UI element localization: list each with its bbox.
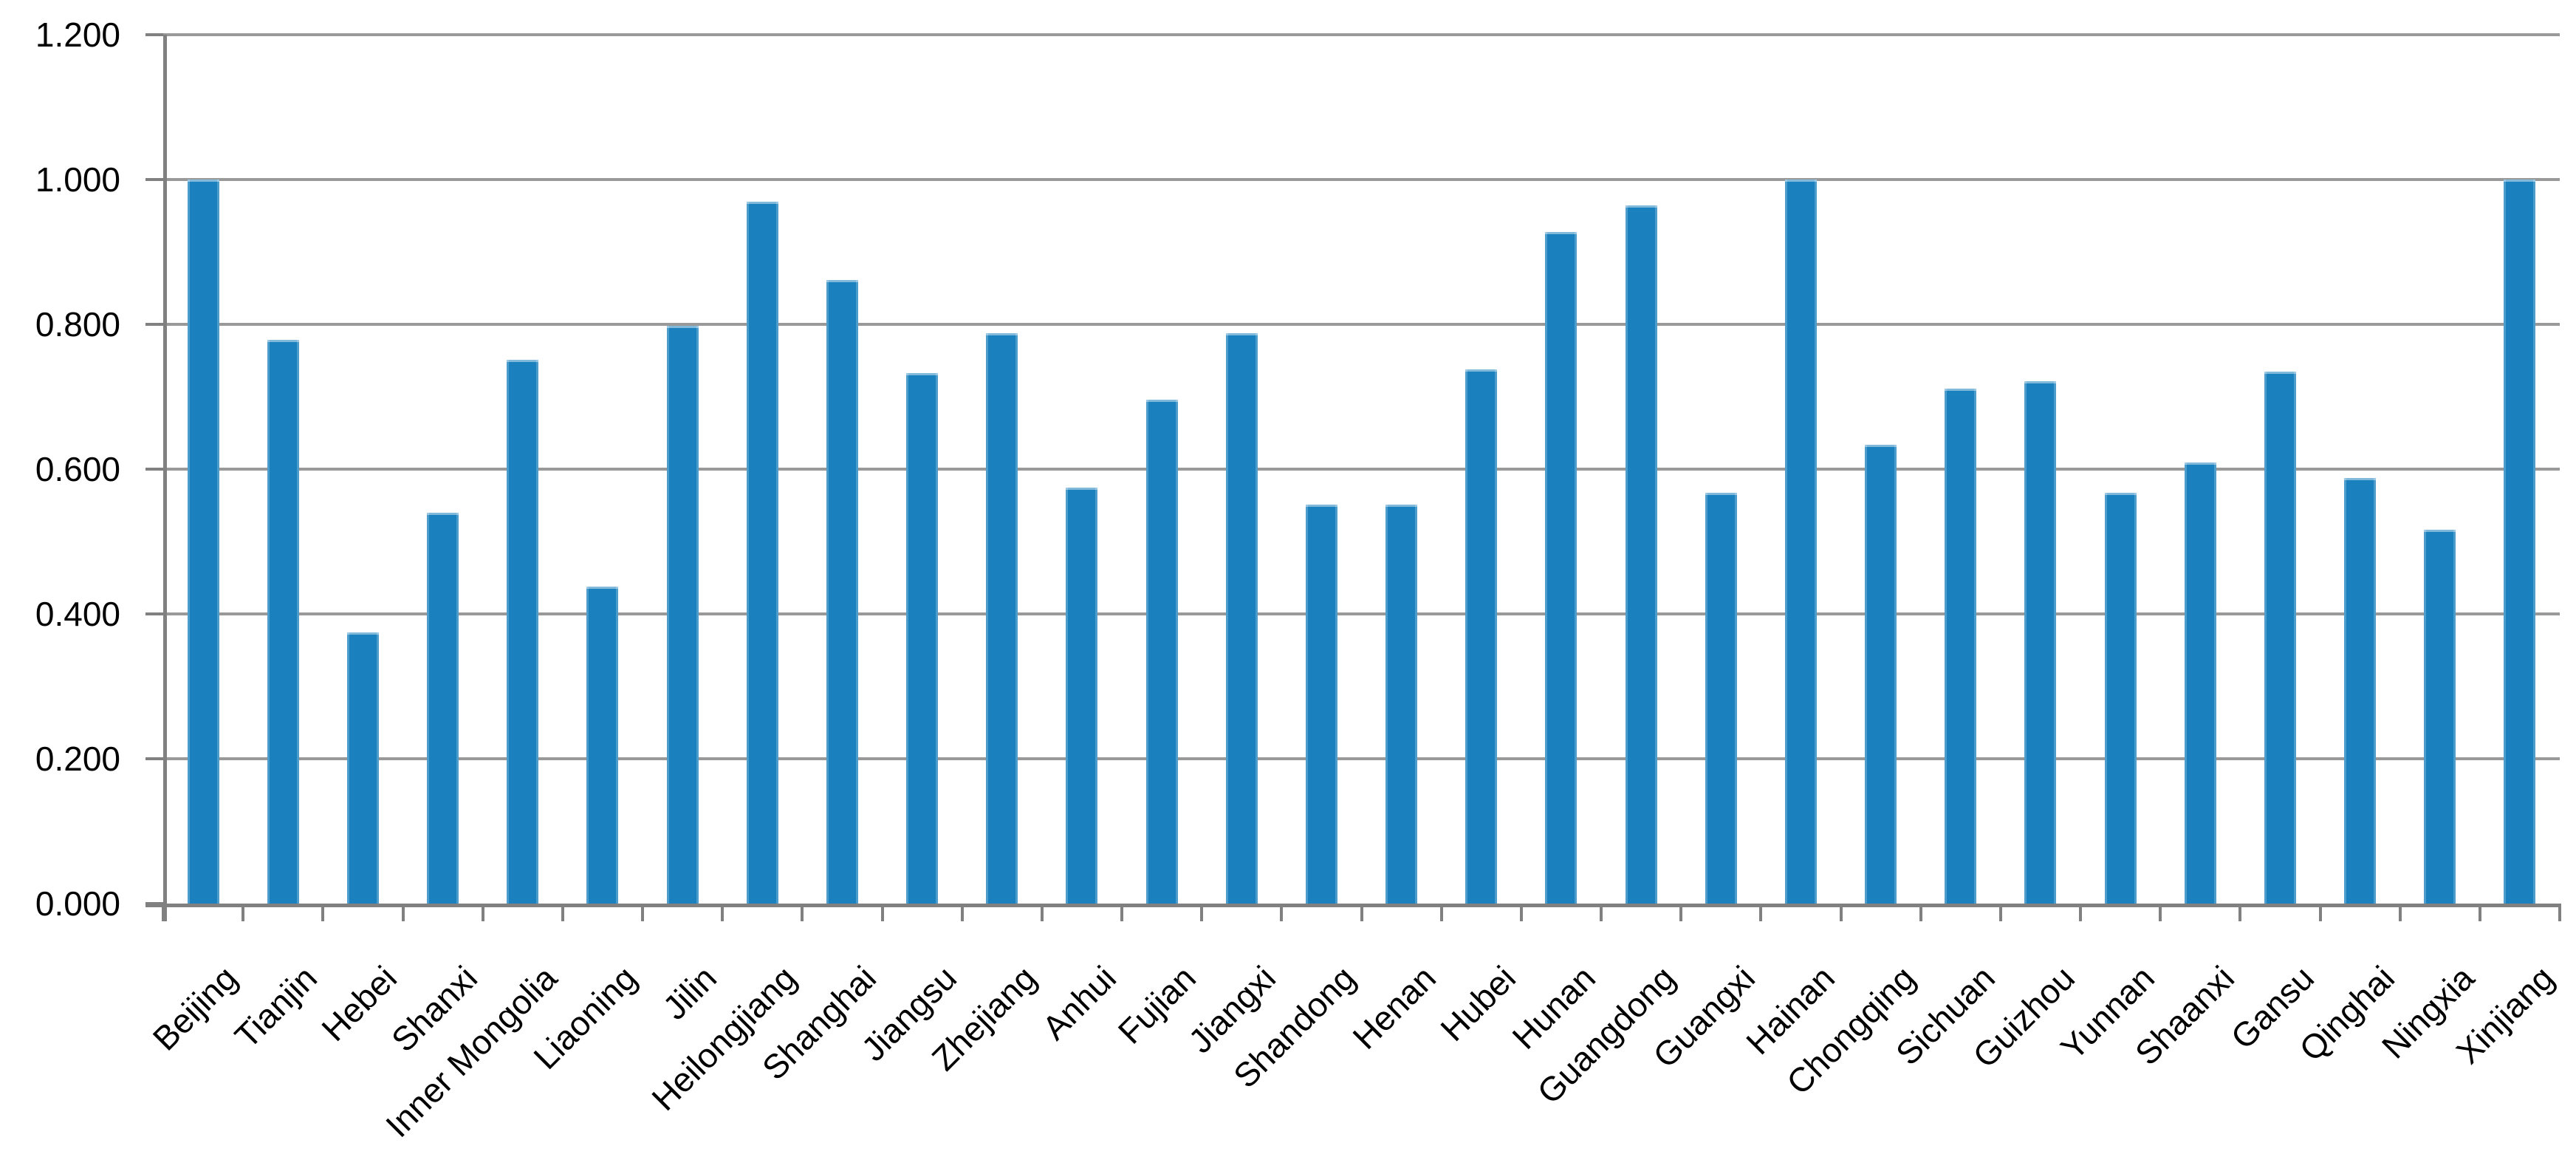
x-axis-tick <box>2079 904 2082 921</box>
bar <box>1066 488 1098 904</box>
bar <box>586 586 619 904</box>
x-axis-tick <box>2398 904 2402 921</box>
x-axis-tick <box>1360 904 1363 921</box>
gridline <box>163 178 2560 181</box>
y-tick-label: 0.000 <box>35 884 120 923</box>
bar <box>1145 399 1178 904</box>
bar <box>1784 180 1817 904</box>
bar <box>1385 505 1418 904</box>
bar <box>1225 332 1258 904</box>
bar <box>2264 371 2296 904</box>
x-axis-tick <box>321 904 325 921</box>
bar <box>346 632 379 904</box>
bar <box>2024 381 2057 904</box>
bar <box>1625 205 1657 904</box>
bar <box>187 180 219 904</box>
bar <box>2184 462 2216 904</box>
x-axis-tick <box>801 904 804 921</box>
x-axis-tick <box>1998 904 2002 921</box>
y-tick-label: 0.600 <box>35 450 120 488</box>
gridline <box>163 323 2560 326</box>
x-axis-tick <box>880 904 884 921</box>
x-axis-tick <box>242 904 245 921</box>
gridline <box>163 612 2560 615</box>
bar <box>906 372 939 904</box>
x-axis-tick <box>162 904 165 921</box>
gridline <box>163 468 2560 471</box>
gridline <box>163 33 2560 36</box>
bar <box>2344 477 2377 904</box>
bar <box>986 332 1018 904</box>
bar <box>746 202 778 904</box>
x-axis-tick <box>1280 904 1284 921</box>
y-tick-label: 0.400 <box>35 595 120 633</box>
x-axis-tick <box>1519 904 1523 921</box>
y-tick-label: 0.200 <box>35 740 120 778</box>
x-axis-tick <box>1839 904 1843 921</box>
bar <box>1305 505 1337 904</box>
x-axis-tick <box>401 904 405 921</box>
y-axis-tick <box>145 468 163 471</box>
y-tick-label: 1.200 <box>35 16 120 54</box>
x-axis-tick <box>2558 904 2561 921</box>
bar <box>1705 493 1737 904</box>
y-axis-tick <box>145 33 163 36</box>
x-axis-tick <box>1759 904 1763 921</box>
gridline <box>163 757 2560 760</box>
x-axis-tick <box>1679 904 1683 921</box>
y-axis-tick <box>145 757 163 760</box>
x-axis-tick <box>1040 904 1044 921</box>
x-axis-tick <box>1439 904 1443 921</box>
x-axis-tick <box>1600 904 1603 921</box>
x-axis-tick <box>481 904 484 921</box>
bar <box>1945 389 1977 904</box>
bar <box>267 339 299 904</box>
y-axis-tick <box>145 612 163 615</box>
bar <box>2104 493 2137 904</box>
x-axis-tick <box>2238 904 2242 921</box>
x-axis-tick <box>561 904 564 921</box>
bar <box>1865 444 1897 904</box>
bar <box>2504 180 2536 904</box>
x-axis-tick <box>1200 904 1204 921</box>
y-axis-tick <box>145 178 163 181</box>
bar <box>826 280 858 904</box>
bar <box>2424 530 2456 904</box>
x-axis-line <box>145 904 2560 907</box>
x-axis-tick <box>2478 904 2481 921</box>
y-tick-label: 0.800 <box>35 305 120 344</box>
y-tick-label: 1.000 <box>35 160 120 199</box>
bar <box>507 360 539 904</box>
bar <box>666 325 699 904</box>
x-axis-tick <box>1919 904 1922 921</box>
x-axis-tick <box>1120 904 1123 921</box>
x-axis-tick <box>960 904 964 921</box>
x-axis-tick <box>2318 904 2322 921</box>
y-axis-tick <box>145 323 163 326</box>
y-axis-line <box>163 35 167 921</box>
bar <box>427 512 459 904</box>
x-axis-tick <box>641 904 644 921</box>
bar <box>1545 231 1578 904</box>
x-axis-tick <box>2159 904 2162 921</box>
bar <box>1465 369 1498 904</box>
x-axis-tick <box>721 904 724 921</box>
